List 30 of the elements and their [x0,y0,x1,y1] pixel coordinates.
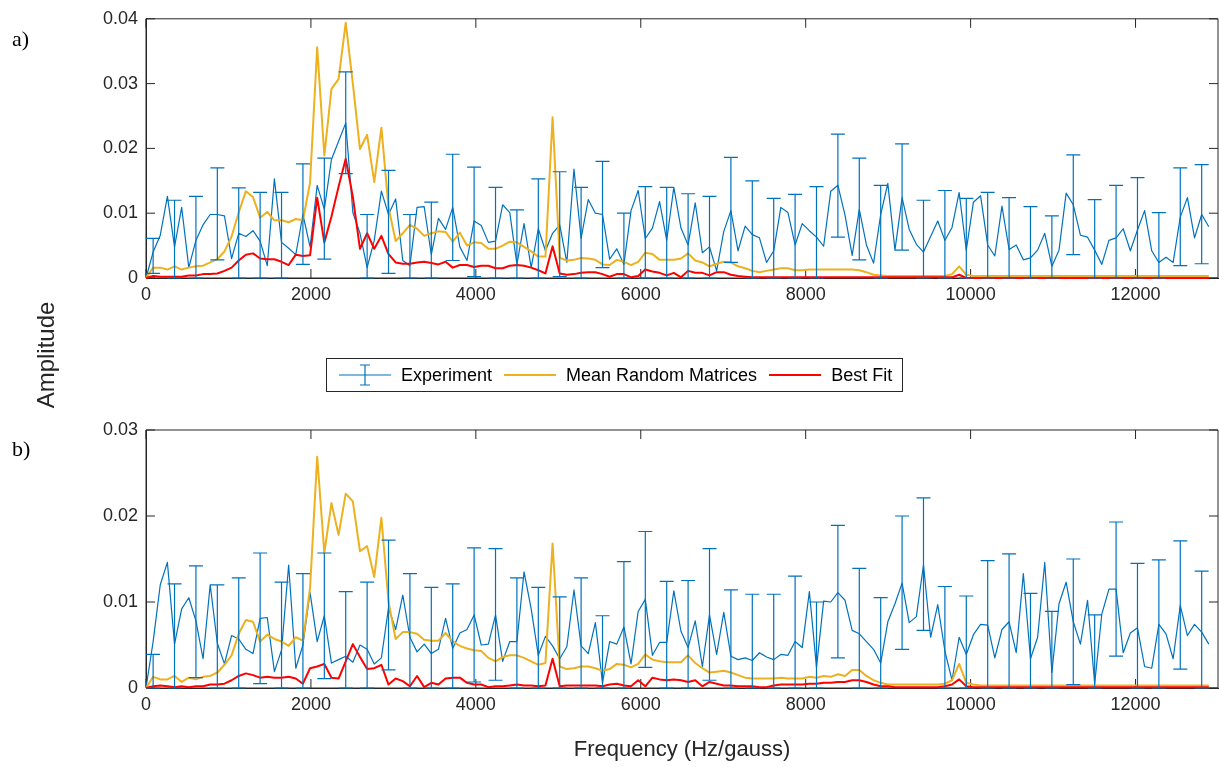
y-tick-label: 0.03 [102,72,138,93]
legend-label: Mean Random Matrices [566,364,758,386]
x-tick-label: 0 [140,693,152,714]
x-tick-label: 12000 [1110,693,1161,714]
y-axis-title: Amplitude [32,301,60,409]
y-tick-label: 0.01 [102,590,138,611]
y-tick-label: 0 [127,266,138,287]
y-tick-label: 0 [127,676,138,697]
legend-label: Best Fit [831,364,893,386]
x-tick-label: 2000 [290,283,331,304]
y-tick-label: 0.02 [102,137,138,158]
x-tick-label: 0 [140,283,152,304]
chart-title: b) [12,436,31,462]
x-tick-label: 10000 [945,693,996,714]
y-tick-label: 0.04 [102,7,138,28]
x-tick-label: 12000 [1110,283,1161,304]
x-tick-label: 8000 [785,693,826,714]
x-tick-label: 6000 [620,693,661,714]
x-axis-title: Frequency (Hz/gauss) [573,735,791,761]
chart-title: a) [12,26,30,52]
x-tick-label: 4000 [455,693,496,714]
y-tick-label: 0.02 [102,504,138,525]
x-tick-label: 4000 [455,283,496,304]
x-tick-label: 10000 [945,283,996,304]
legend-label: Experiment [401,364,493,386]
y-tick-label: 0.01 [102,202,138,223]
x-tick-label: 2000 [290,693,331,714]
x-tick-label: 8000 [785,283,826,304]
x-tick-label: 6000 [620,283,661,304]
y-tick-label: 0.03 [102,418,138,439]
